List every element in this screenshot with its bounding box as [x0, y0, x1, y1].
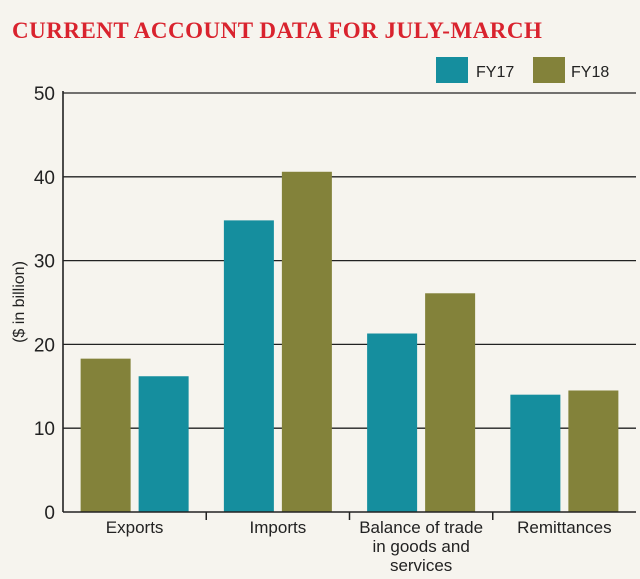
y-tick-label: 40	[34, 168, 55, 189]
bar-fy17	[510, 394, 561, 512]
bar-fy18	[568, 390, 619, 512]
x-tick-label: Imports	[250, 518, 307, 537]
x-tick-label: in goods and	[372, 537, 469, 556]
bar-fy18	[281, 171, 332, 512]
bar-fy18	[80, 358, 131, 512]
bar-fy17	[138, 376, 189, 512]
x-tick-label: Exports	[106, 518, 164, 537]
bars	[80, 171, 619, 512]
x-tick-label: services	[390, 556, 452, 575]
legend: FY17 FY18	[436, 57, 609, 83]
legend-swatch	[436, 57, 468, 83]
y-tick-label: 10	[34, 419, 55, 440]
y-tick-label: 0	[44, 503, 55, 524]
legend-label: FY18	[571, 64, 609, 81]
y-tick-label: 50	[34, 84, 55, 105]
axes: 0 10 20 30 40 50 ($ in billion) Exports Imports B…	[11, 84, 636, 575]
bar-fy17	[223, 220, 274, 512]
chart-title: CURRENT ACCOUNT DATA FOR JULY-MARCH	[12, 18, 543, 43]
y-axis-label: ($ in billion)	[11, 261, 28, 343]
x-tick-label: Balance of trade	[359, 518, 483, 537]
legend-label: FY17	[476, 64, 514, 81]
bar-fy18	[425, 293, 476, 512]
bar-fy17	[367, 333, 418, 512]
legend-swatch	[533, 57, 565, 83]
y-tick-label: 20	[34, 335, 55, 356]
x-tick-label: Remittances	[517, 518, 611, 537]
y-tick-label: 30	[34, 252, 55, 273]
